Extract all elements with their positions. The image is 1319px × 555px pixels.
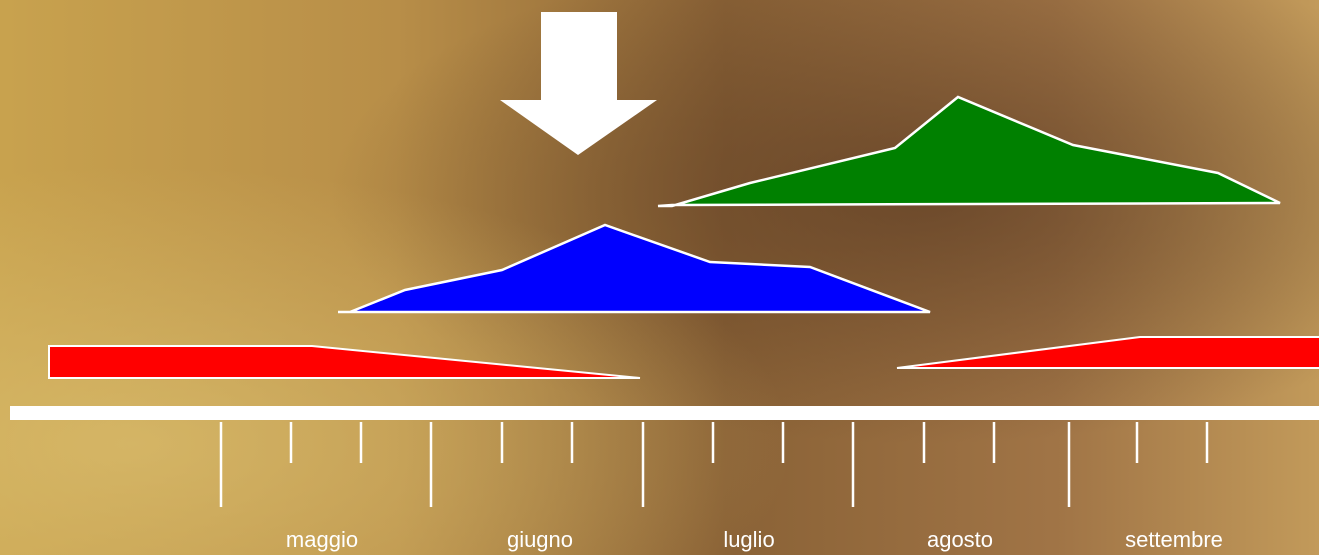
timeline-ticks bbox=[219, 422, 1209, 507]
green-profile bbox=[657, 95, 1281, 208]
arrow bbox=[500, 12, 657, 155]
red-profile-right bbox=[896, 336, 1319, 369]
month-label: agosto bbox=[927, 527, 993, 552]
month-label: settembre bbox=[1125, 527, 1223, 552]
timeline bbox=[10, 406, 1319, 420]
month-label: maggio bbox=[286, 527, 358, 552]
month-label: luglio bbox=[723, 527, 774, 552]
month-label: giugno bbox=[507, 527, 573, 552]
red-profile-left bbox=[48, 345, 641, 379]
blue-profile bbox=[338, 223, 931, 314]
